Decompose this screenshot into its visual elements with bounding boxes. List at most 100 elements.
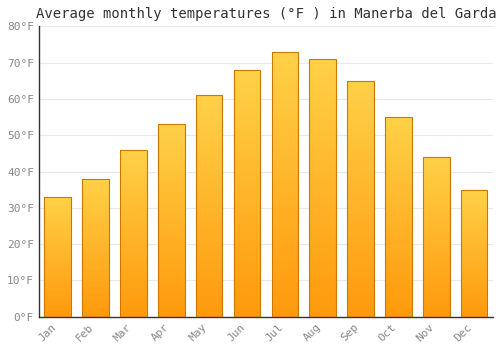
Bar	[120, 286, 146, 288]
Bar	[310, 104, 336, 107]
Bar	[310, 133, 336, 136]
Bar	[120, 298, 146, 300]
Bar	[385, 162, 411, 164]
Bar	[461, 252, 487, 253]
Bar	[385, 189, 411, 192]
Bar	[310, 140, 336, 143]
Bar	[272, 284, 298, 287]
Bar	[120, 235, 146, 237]
Bar	[44, 256, 71, 257]
Bar	[82, 203, 109, 205]
Bar	[158, 310, 184, 312]
Bar	[461, 195, 487, 196]
Bar	[272, 88, 298, 91]
Bar	[196, 98, 222, 101]
Bar	[158, 240, 184, 242]
Bar	[196, 167, 222, 170]
Bar	[44, 197, 71, 198]
Bar	[423, 173, 450, 175]
Bar	[158, 300, 184, 302]
Bar	[82, 287, 109, 289]
Bar	[348, 246, 374, 249]
Bar	[196, 250, 222, 253]
Bar	[158, 124, 184, 127]
Bar	[82, 308, 109, 310]
Bar	[44, 298, 71, 299]
Bar	[310, 169, 336, 172]
Bar	[423, 259, 450, 261]
Bar	[348, 110, 374, 113]
Bar	[461, 226, 487, 228]
Bar	[423, 187, 450, 189]
Bar	[272, 251, 298, 254]
Bar	[158, 158, 184, 160]
Bar	[82, 265, 109, 267]
Bar	[158, 132, 184, 134]
Bar	[44, 203, 71, 204]
Bar	[272, 121, 298, 125]
Bar	[385, 272, 411, 274]
Bar	[423, 303, 450, 305]
Bar	[82, 282, 109, 284]
Bar	[120, 206, 146, 208]
Bar	[120, 183, 146, 185]
Bar	[272, 145, 298, 148]
Bar	[44, 266, 71, 267]
Bar	[82, 284, 109, 286]
Bar	[310, 194, 336, 197]
Bar	[423, 229, 450, 231]
Bar	[120, 304, 146, 306]
Bar	[44, 279, 71, 281]
Bar	[158, 264, 184, 266]
Bar	[461, 282, 487, 284]
Bar	[385, 312, 411, 314]
Bar	[461, 304, 487, 306]
Bar	[423, 251, 450, 253]
Bar	[423, 193, 450, 195]
Bar	[196, 239, 222, 242]
Bar	[310, 249, 336, 252]
Bar	[272, 237, 298, 240]
Bar	[120, 244, 146, 246]
Bar	[234, 122, 260, 125]
Bar	[423, 165, 450, 167]
Bar	[120, 179, 146, 181]
Bar	[44, 243, 71, 245]
Bar	[272, 125, 298, 128]
Bar	[423, 157, 450, 317]
Bar	[234, 311, 260, 314]
Bar	[272, 260, 298, 264]
Bar	[120, 187, 146, 189]
Bar	[158, 314, 184, 317]
Bar	[272, 161, 298, 164]
Bar	[385, 279, 411, 282]
Bar	[348, 196, 374, 199]
Bar	[234, 94, 260, 98]
Bar	[461, 234, 487, 236]
Bar	[423, 237, 450, 239]
Bar	[272, 194, 298, 197]
Bar	[272, 95, 298, 98]
Bar	[348, 255, 374, 258]
Bar	[385, 187, 411, 189]
Bar	[82, 274, 109, 275]
Bar	[348, 222, 374, 225]
Bar	[44, 234, 71, 236]
Bar	[158, 173, 184, 175]
Bar	[348, 308, 374, 311]
Bar	[348, 81, 374, 84]
Bar	[310, 304, 336, 307]
Bar	[310, 285, 336, 288]
Bar	[120, 308, 146, 310]
Bar	[234, 156, 260, 159]
Bar	[423, 177, 450, 179]
Bar	[196, 217, 222, 220]
Bar	[82, 210, 109, 212]
Bar	[423, 235, 450, 237]
Bar	[82, 232, 109, 234]
Bar	[196, 95, 222, 317]
Bar	[310, 230, 336, 233]
Bar	[44, 263, 71, 264]
Bar	[385, 252, 411, 254]
Bar	[44, 296, 71, 298]
